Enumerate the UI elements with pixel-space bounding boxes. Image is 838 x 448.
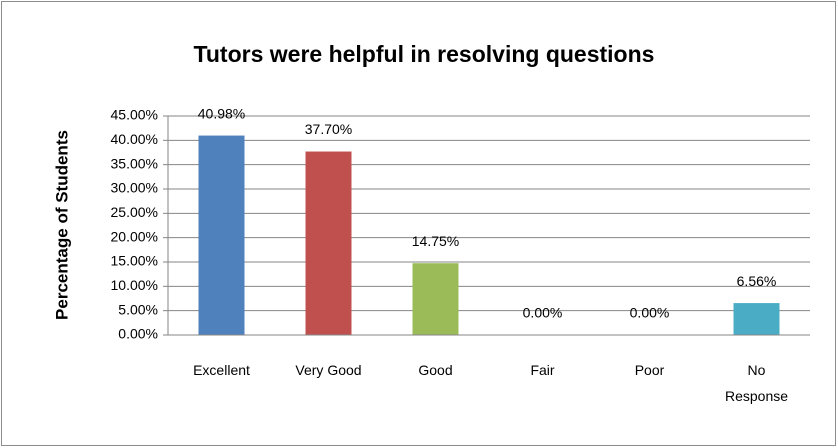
value-label: 40.98% <box>198 105 245 121</box>
y-tick-label: 15.00% <box>111 253 158 269</box>
x-tick-label: Excellent <box>193 362 250 378</box>
x-tick-label: Poor <box>634 362 665 378</box>
value-label: 14.75% <box>412 233 459 249</box>
y-tick-label: 0.00% <box>118 326 158 342</box>
y-tick-label: 10.00% <box>111 277 158 293</box>
bar <box>198 135 245 335</box>
y-tick-label: 25.00% <box>111 204 158 220</box>
y-tick-label: 30.00% <box>111 180 158 196</box>
value-label: 0.00% <box>630 305 670 321</box>
y-tick-label: 5.00% <box>118 301 158 317</box>
bar <box>305 151 352 335</box>
x-tick-label: Very Good <box>295 362 362 378</box>
x-tick-label: No Response <box>724 362 789 404</box>
value-label: 6.56% <box>737 273 777 289</box>
y-tick-label: 40.00% <box>111 131 158 147</box>
y-tick-label: 35.00% <box>111 155 158 171</box>
x-tick-label: Fair <box>530 362 555 378</box>
y-axis-label: Percentage of Students <box>52 130 71 320</box>
y-tick-label: 45.00% <box>111 107 158 123</box>
value-label: 0.00% <box>523 305 563 321</box>
x-tick-label: Good <box>418 362 453 378</box>
chart-title: Tutors were helpful in resolving questio… <box>194 41 655 67</box>
bar <box>733 303 780 335</box>
y-tick-label: 20.00% <box>111 228 158 244</box>
bar <box>412 263 459 335</box>
value-label: 37.70% <box>305 121 352 137</box>
